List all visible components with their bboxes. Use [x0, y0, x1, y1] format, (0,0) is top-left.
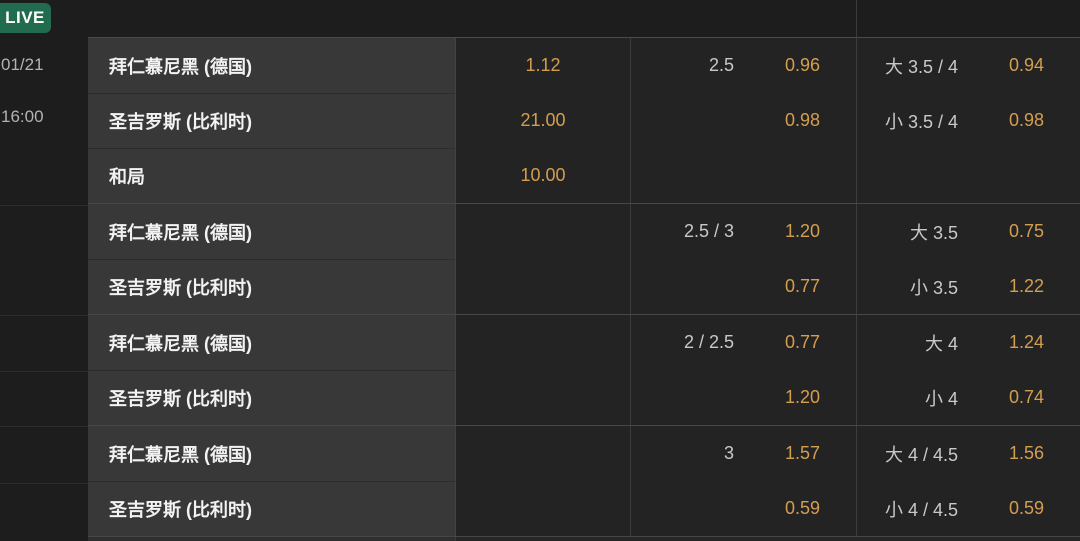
under-odds[interactable]: 1.22: [1008, 276, 1044, 296]
win-odds-column-empty: [455, 315, 630, 425]
match-time: 16:00: [1, 106, 44, 126]
under-line-label: 小 3.5: [909, 277, 958, 298]
fixture-row-divider: [0, 315, 88, 316]
odds-table: 拜仁慕尼黑 (德国) 圣吉罗斯 (比利时) 和局 1.12 21.00 10.0…: [88, 37, 1080, 537]
odds-group-2: 拜仁慕尼黑 (德国) 圣吉罗斯 (比利时) 2.5 / 3 1.20 0.77 …: [88, 204, 1080, 315]
over-line-label: 大 4 / 4.5: [884, 444, 958, 465]
total-under-odds[interactable]: 0.98: [784, 110, 820, 130]
total-under-odds[interactable]: 0.59: [784, 498, 820, 518]
over-line-label: 大 4: [924, 333, 958, 354]
under-line-label: 小 4 / 4.5: [884, 499, 958, 520]
total-goals-column: 2 / 2.5 0.77 1.20: [630, 315, 856, 425]
win-odds-home[interactable]: 1.12: [525, 55, 561, 75]
total-line-label: 2.5 / 3: [683, 221, 734, 241]
under-odds[interactable]: 0.59: [1008, 498, 1044, 518]
win-odds-away[interactable]: 21.00: [520, 110, 566, 130]
next-section-preview: [0, 537, 1080, 541]
total-line-label: 2 / 2.5: [683, 332, 734, 352]
team-away: 圣吉罗斯 (比利时): [88, 93, 455, 148]
team-home: 拜仁慕尼黑 (德国): [109, 222, 252, 243]
team-column: 拜仁慕尼黑 (德国) 圣吉罗斯 (比利时): [88, 426, 455, 536]
team-column: 拜仁慕尼黑 (德国) 圣吉罗斯 (比利时): [88, 204, 455, 314]
under-line-label: 小 4: [924, 388, 958, 409]
fixture-row-divider: [0, 371, 88, 372]
win-odds-draw[interactable]: 10.00: [520, 165, 566, 185]
team-home: 拜仁慕尼黑 (德国): [109, 56, 252, 77]
under-odds[interactable]: 0.98: [1008, 110, 1044, 130]
fixture-row-divider: [0, 483, 88, 484]
under-line-label: 小 3.5 / 4: [884, 111, 958, 132]
fixture-row-divider: [0, 205, 88, 206]
over-under-column: 大 4 / 4.5 1.56 小 4 / 4.5 0.59: [856, 426, 1080, 536]
odds-group-3: 拜仁慕尼黑 (德国) 圣吉罗斯 (比利时) 2 / 2.5 0.77 1.20 …: [88, 315, 1080, 426]
fixture-column: 01/21 16:00: [0, 37, 88, 541]
over-odds[interactable]: 0.94: [1008, 55, 1044, 75]
team-home: 拜仁慕尼黑 (德国): [109, 444, 252, 465]
over-odds[interactable]: 0.75: [1008, 221, 1044, 241]
live-badge[interactable]: LIVE: [0, 3, 51, 33]
total-goals-column: 2.5 / 3 1.20 0.77: [630, 204, 856, 314]
team-away: 圣吉罗斯 (比利时): [88, 481, 455, 536]
next-section-fixture-cell: [0, 537, 88, 541]
total-under-odds[interactable]: 1.20: [784, 387, 820, 407]
match-date: 01/21: [1, 54, 44, 74]
total-line-label: 3: [723, 443, 734, 463]
team-away: 圣吉罗斯 (比利时): [88, 259, 455, 314]
empty-cell: [857, 148, 1080, 203]
empty-cell: [631, 148, 856, 203]
over-odds[interactable]: 1.24: [1008, 332, 1044, 352]
draw-label: 和局: [88, 148, 455, 203]
over-under-column: 大 3.5 0.75 小 3.5 1.22: [856, 204, 1080, 314]
total-under-odds[interactable]: 0.77: [784, 276, 820, 296]
total-goals-column: 3 1.57 0.59: [630, 426, 856, 536]
fixture-row-divider: [0, 426, 88, 427]
odds-group-4: 拜仁慕尼黑 (德国) 圣吉罗斯 (比利时) 3 1.57 0.59 大 4 / …: [88, 426, 1080, 537]
total-goals-column: 2.5 0.96 0.98: [630, 38, 856, 203]
win-odds-column-empty: [455, 426, 630, 536]
team-column: 拜仁慕尼黑 (德国) 圣吉罗斯 (比利时): [88, 315, 455, 425]
next-section-team-cell: [88, 537, 455, 541]
over-under-column: 大 3.5 / 4 0.94 小 3.5 / 4 0.98: [856, 38, 1080, 203]
total-line-label: 2.5: [708, 55, 734, 75]
under-odds[interactable]: 0.74: [1008, 387, 1044, 407]
total-over-odds[interactable]: 1.57: [784, 443, 820, 463]
team-home: 拜仁慕尼黑 (德国): [109, 333, 252, 354]
next-section-odds-cell: [455, 537, 1080, 541]
odds-group-1: 拜仁慕尼黑 (德国) 圣吉罗斯 (比利时) 和局 1.12 21.00 10.0…: [88, 38, 1080, 204]
total-over-odds[interactable]: 0.77: [784, 332, 820, 352]
header-column-divider: [856, 0, 857, 37]
win-odds-column: 1.12 21.00 10.00: [455, 38, 630, 203]
team-column: 拜仁慕尼黑 (德国) 圣吉罗斯 (比利时) 和局: [88, 38, 455, 203]
header-bar: LIVE: [0, 0, 1080, 37]
total-over-odds[interactable]: 1.20: [784, 221, 820, 241]
total-over-odds[interactable]: 0.96: [784, 55, 820, 75]
over-odds[interactable]: 1.56: [1008, 443, 1044, 463]
team-away: 圣吉罗斯 (比利时): [88, 370, 455, 425]
over-line-label: 大 3.5: [909, 222, 958, 243]
win-odds-column-empty: [455, 204, 630, 314]
over-line-label: 大 3.5 / 4: [884, 56, 958, 77]
over-under-column: 大 4 1.24 小 4 0.74: [856, 315, 1080, 425]
